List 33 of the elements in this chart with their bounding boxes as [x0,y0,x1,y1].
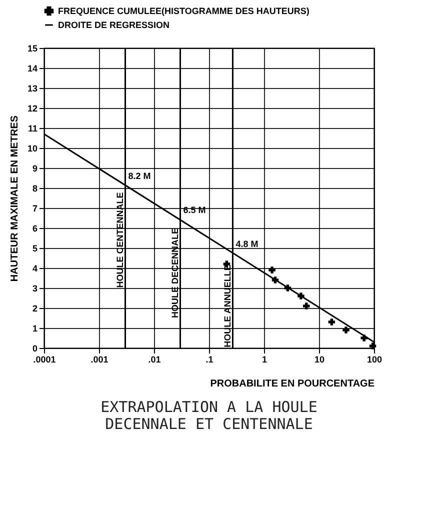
x-tick-label: .1 [206,354,214,364]
x-axis-title: PROBABILITE EN POURCENTAGE [210,378,375,390]
x-tick-label: .01 [148,354,161,364]
x-tick-label: 1 [262,354,268,364]
ref-line-label: HOULE DECENNALE [170,228,180,318]
x-tick-label: .0001 [33,354,56,364]
y-tick-label: 1 [32,324,38,334]
x-tick-label: 10 [314,354,325,364]
text: EXTRAPOLATION A LA HOULE DECENNALE ET CENTENNALE [100,398,318,433]
y-tick-label: 6 [32,224,38,234]
y-tick-label: 3 [32,284,38,294]
ref-line-label: HOULE CENTENNALE [115,192,126,288]
x-tick-label: .001 [90,354,108,364]
y-tick-label: 9 [32,164,38,174]
y-tick-label: 10 [27,144,38,154]
ref-line-label: HOULE ANNUELLE [222,264,233,348]
y-tick-label: 11 [28,124,38,134]
y-tick-label: 15 [27,44,38,54]
y-tick-label: 7 [32,204,38,214]
y-tick-label: 13 [27,84,38,94]
y-tick-label: 12 [27,104,38,114]
annotation: 8.2 M [128,171,151,181]
y-tick-label: 5 [32,244,38,254]
y-tick-label: 8 [32,184,38,194]
y-tick-label: 14 [27,64,38,74]
legend-label: FREQUENCE CUMULEE(HISTOGRAMME DES HAUTEURS) [58,6,310,16]
annotation: 4.8 M [236,239,258,249]
y-tick-label: 4 [32,264,38,274]
y-axis-title: HAUTEUR MAXIMALE EN METRES [9,115,20,282]
x-tick-label: 100 [366,354,382,364]
y-tick-label: 0 [32,344,38,354]
y-tick-label: 2 [32,304,38,314]
legend-label: DROITE DE REGRESSION [58,20,170,30]
